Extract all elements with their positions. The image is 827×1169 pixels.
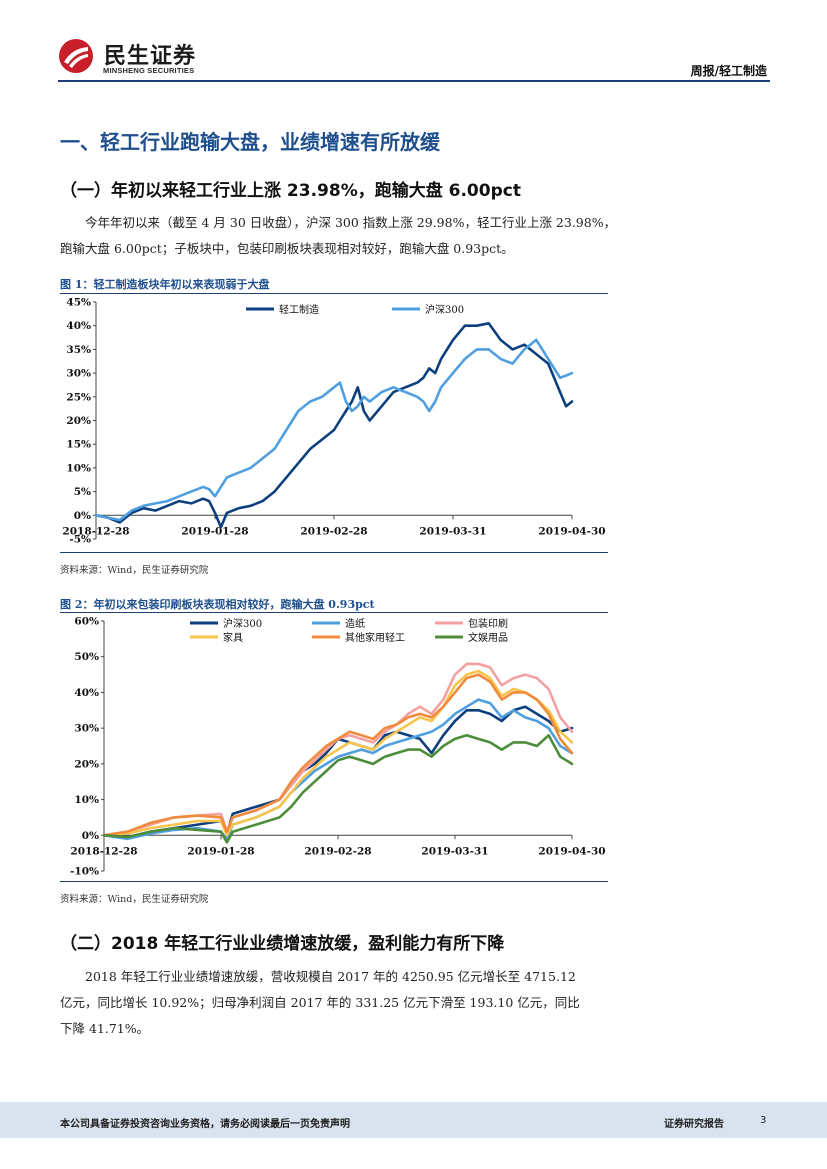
series-line-5 [102,673,574,837]
header-report-category: 周报/轻工制造 [690,64,767,78]
x-tick-label: 2019-01-28 [181,525,248,537]
paragraph-2-line-3: 下降 41.71%。 [60,1021,150,1036]
legend-label: 文娱用品 [468,631,508,644]
figure-2-bottom-rule [60,881,608,882]
series-line-2 [94,338,574,522]
figure-1-top-rule [60,293,608,294]
y-tick-label: 20% [74,758,99,770]
section-heading: 一、轻工行业跑输大盘，业绩增速有所放缓 [60,130,440,154]
legend-label: 造纸 [345,617,365,630]
figure-2-chart: -10% 0% 10% 20% 30% 40% 50% 60% 2018-12-28 2019-0… [70,616,606,878]
legend-label: 家具 [223,631,243,644]
figure-1-bottom-rule [60,552,608,553]
figure-2-source: 资料来源：Wind，民生证券研究院 [60,894,209,905]
figure-2-top-rule [60,612,608,613]
legend-label: 沪深300 [223,617,262,630]
y-tick-label: 40% [74,687,99,699]
paragraph-1-line-2: 跑输大盘 6.00pct；子板块中，包装印刷板块表现相对较好，跑输大盘 0.93… [60,241,514,256]
paragraph-2: 2018 年轻工行业业绩增速放缓，营收规模自 2017 年的 4250.95 亿… [60,964,770,1042]
y-tick-label: 40% [66,320,91,332]
x-tick-label: 2019-04-30 [538,525,605,537]
logo-mark-icon [59,39,93,73]
y-tick-label: 60% [74,616,99,628]
paragraph-1-line-1: 今年年初以来（截至 4 月 30 日收盘），沪深 300 指数上涨 29.98%… [85,215,617,230]
y-tick-label: 0% [82,830,99,842]
paragraph-1: 今年年初以来（截至 4 月 30 日收盘），沪深 300 指数上涨 29.98%… [60,210,770,262]
footer-report-type: 证券研究报告 [664,1119,724,1130]
y-tick-label: -5% [69,534,91,546]
x-tick-label: 2019-04-30 [538,845,605,857]
subsection-heading-1: （一）年初以来轻工行业上涨 23.98%，跑输大盘 6.00pct [60,181,521,201]
x-tick-label: 2018-12-28 [62,525,129,537]
x-tick-label: 2018-12-28 [70,845,137,857]
y-tick-label: 25% [66,391,91,403]
y-tick-label: -10% [70,866,99,878]
y-tick-label: 20% [66,415,91,427]
y-tick-label: 45% [66,297,91,309]
paragraph-2-line-2: 亿元，同比增长 10.92%；归母净利润自 2017 年的 331.25 亿元下… [60,995,580,1010]
series-line-4 [102,669,574,837]
footer-disclaimer: 本公司具备证券投资咨询业务资格，请务必阅读最后一页免责声明 [60,1119,350,1130]
header-divider [58,80,770,82]
series-line-6 [102,734,574,844]
y-tick-label: 30% [74,723,99,735]
x-tick-label: 2019-02-28 [300,525,367,537]
legend-label: 轻工制造 [279,303,319,316]
footer-bar [0,1102,827,1138]
x-tick-label: 2019-02-28 [304,845,371,857]
x-tick-label: 2019-01-28 [187,845,254,857]
y-tick-label: 10% [74,794,99,806]
y-tick-label: 0% [74,510,91,522]
x-tick-label: 2019-03-31 [419,525,486,537]
y-tick-label: 5% [74,486,91,498]
subsection-heading-2: （二）2018 年轻工行业业绩增速放缓，盈利能力有所下降 [60,934,505,954]
page-number: 3 [760,1115,767,1126]
y-tick-label: 15% [66,439,91,451]
figure-1-source: 资料来源：Wind，民生证券研究院 [60,565,209,576]
paragraph-2-line-1: 2018 年轻工行业业绩增速放缓，营收规模自 2017 年的 4250.95 亿… [85,969,576,984]
series-line-1 [94,321,574,529]
y-tick-label: 30% [66,368,91,380]
y-tick-label: 10% [66,462,91,474]
legend-label: 沪深300 [425,303,464,316]
logo-text: 民生证券 [104,44,197,69]
y-tick-label: 50% [74,651,99,663]
figure-2-title: 图 2：年初以来包装印刷板块表现相对较好，跑输大盘 0.93pct [60,598,375,611]
x-tick-label: 2019-03-31 [421,845,488,857]
figure-1-chart: -5% 0% 5% 10% 15% 20% 25% 30% 35% 40% 45% 2018-12-2… [62,297,605,546]
y-tick-label: 35% [66,344,91,356]
logo-english: MINSHENG SECURITIES [103,66,195,75]
figure-1-title: 图 1：轻工制造板块年初以来表现弱于大盘 [60,278,270,291]
legend-label: 包装印刷 [468,617,508,630]
legend-label: 其他家用轻工 [345,631,405,644]
